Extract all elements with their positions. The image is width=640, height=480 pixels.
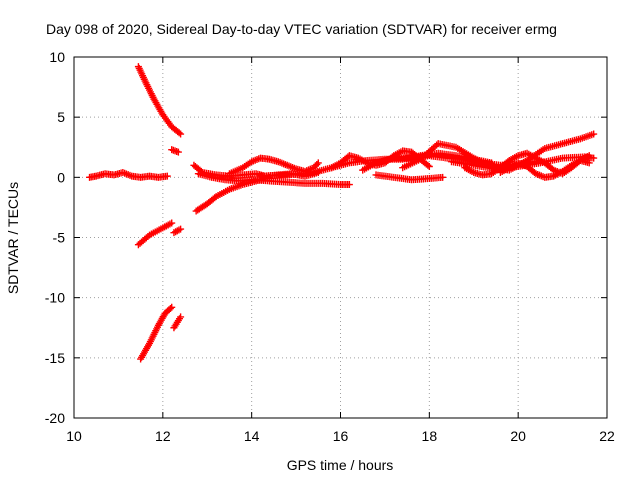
data-point [177, 225, 185, 233]
data-point [425, 163, 433, 171]
x-axis-label: GPS time / hours [287, 457, 394, 473]
series-arc-g [170, 313, 185, 332]
data-point [163, 172, 171, 180]
x-tick-label: 10 [66, 428, 82, 444]
series-arc-e [170, 225, 185, 237]
y-axis-label: SDTVAR / TECUs [5, 182, 21, 294]
x-tick-label: 20 [510, 428, 526, 444]
y-tick-label: 0 [57, 169, 65, 185]
x-tick-label: 14 [244, 428, 260, 444]
data-point [175, 129, 183, 137]
data-point [439, 173, 447, 181]
data-point [585, 159, 593, 167]
x-tick-label: 12 [155, 428, 171, 444]
y-tick-label: -5 [53, 230, 66, 246]
y-axis-ticks: -20 -15 -10 -5 0 5 10 [45, 49, 607, 426]
y-tick-label: 5 [57, 109, 65, 125]
y-tick-label: 10 [49, 49, 65, 65]
data-point [177, 130, 185, 138]
data-point [314, 159, 322, 167]
grid-lines [74, 57, 607, 418]
series-arc-p [372, 171, 447, 184]
data-point [168, 219, 176, 227]
x-tick-label: 22 [599, 428, 615, 444]
data-point [590, 130, 598, 138]
series-arc-b [134, 63, 185, 138]
data-point [424, 161, 432, 169]
series-arc-f [137, 303, 176, 363]
data-point [313, 160, 321, 168]
data-point [177, 313, 185, 321]
series-arc-c [168, 146, 182, 156]
series-arc-a [86, 169, 171, 181]
y-tick-label: -10 [45, 290, 65, 306]
x-tick-label: 16 [333, 428, 349, 444]
data-point [590, 154, 598, 162]
series-arc-d [134, 219, 176, 249]
data-point [174, 148, 182, 156]
chart-title: Day 098 of 2020, Sidereal Day-to-day VTE… [46, 21, 557, 37]
y-tick-label: -15 [45, 350, 65, 366]
series-arc-j [194, 170, 353, 189]
x-tick-label: 18 [422, 428, 438, 444]
data-point [166, 304, 174, 312]
x-axis-ticks: 10 12 14 16 18 20 22 [66, 57, 615, 444]
data-point [345, 181, 353, 189]
data-point [168, 303, 176, 311]
series-arc-s [448, 153, 598, 173]
data-points [86, 63, 598, 363]
y-tick-label: -20 [45, 410, 65, 426]
